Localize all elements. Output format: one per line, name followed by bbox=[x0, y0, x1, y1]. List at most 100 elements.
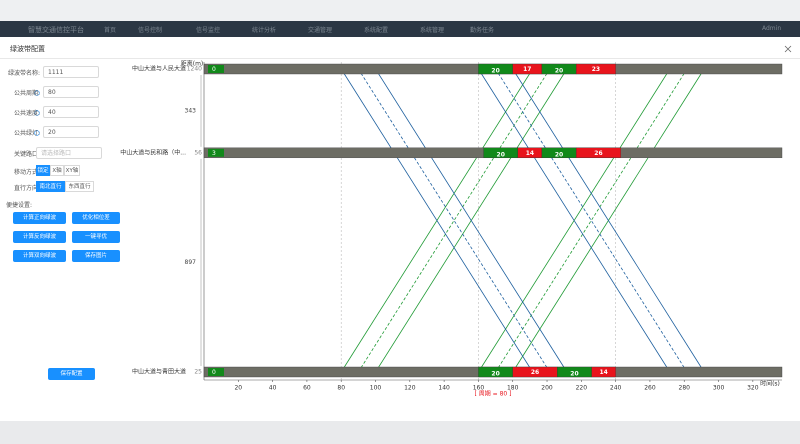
action-button[interactable]: 计算反向绿波 bbox=[13, 231, 66, 243]
x-tick-label: 280 bbox=[679, 385, 691, 392]
x-tick-label: 240 bbox=[610, 385, 622, 392]
field-label: 公共周期: bbox=[13, 90, 40, 97]
action-button[interactable]: 优化相位差 bbox=[72, 212, 120, 224]
offset-label: 0 bbox=[212, 66, 216, 73]
x-tick-label: 320 bbox=[747, 385, 759, 392]
offset-box bbox=[208, 65, 224, 73]
segment-button[interactable]: 东西直行 bbox=[65, 181, 94, 192]
intersection-tag: 56 bbox=[194, 149, 202, 156]
nav-title: 智慧交通信控平台 bbox=[28, 26, 84, 34]
nav-item[interactable]: 勤务任务 bbox=[470, 27, 495, 34]
field-label: 直行方向: bbox=[13, 185, 40, 192]
x-tick-label: 100 bbox=[370, 385, 382, 392]
band-lines bbox=[340, 68, 705, 373]
band-line bbox=[340, 68, 533, 373]
nav-item[interactable]: 交通管理 bbox=[308, 27, 333, 34]
segment-button[interactable]: XY轴 bbox=[64, 165, 80, 176]
segment-button[interactable]: X轴 bbox=[50, 165, 64, 176]
spacing-label: 343 bbox=[185, 107, 197, 114]
x-tick-label: 60 bbox=[303, 385, 311, 392]
band-line bbox=[375, 68, 568, 373]
nav-item[interactable]: 统计分析 bbox=[252, 27, 277, 34]
top-strip bbox=[0, 0, 800, 21]
x-tick-label: 80 bbox=[337, 385, 345, 392]
intersection-tag: 1240 bbox=[187, 66, 202, 73]
phase-label: 20 bbox=[491, 68, 499, 75]
x-tick-label: 180 bbox=[507, 385, 519, 392]
band-line bbox=[495, 68, 688, 373]
phase-label: 20 bbox=[555, 151, 563, 158]
phase-label: 20 bbox=[491, 371, 499, 378]
segment-button[interactable]: 南北直行 bbox=[36, 181, 65, 192]
phase-segment bbox=[576, 63, 616, 75]
offset-label: 3 bbox=[212, 150, 216, 157]
phase-segment bbox=[576, 147, 621, 158]
intersection-name: 中山大道与青田大道 bbox=[132, 368, 186, 376]
cycle-note: [ 周期 = 80 ] bbox=[475, 390, 512, 398]
intersection-tag: 25 bbox=[194, 369, 202, 376]
info-icon bbox=[34, 110, 40, 116]
x-tick-label: 120 bbox=[404, 385, 416, 392]
x-tick-label: 300 bbox=[713, 385, 725, 392]
field-label: 绿波带名称: bbox=[7, 70, 40, 77]
y-axis-label: 距离(m) bbox=[181, 60, 204, 68]
segment-button[interactable]: 锁定 bbox=[36, 165, 50, 176]
action-button[interactable]: 计算正向绿波 bbox=[13, 212, 66, 224]
phase-label: 14 bbox=[526, 150, 534, 157]
x-tick-label: 40 bbox=[269, 385, 277, 392]
field-label: 公共绿灯: bbox=[13, 130, 40, 137]
nav-item[interactable]: 信号监控 bbox=[196, 27, 221, 34]
field-label: 公共速度: bbox=[13, 110, 40, 117]
offset-box bbox=[208, 148, 224, 157]
nav-item[interactable]: 系统配置 bbox=[364, 27, 389, 34]
phase-label: 14 bbox=[599, 369, 607, 376]
save-button[interactable]: 保存配置 bbox=[48, 368, 95, 380]
phase-segment bbox=[591, 366, 616, 378]
x-tick-label: 140 bbox=[438, 385, 450, 392]
phase-label: 23 bbox=[592, 66, 600, 73]
phase-label: 20 bbox=[570, 371, 578, 378]
action-button[interactable]: 一键寻优 bbox=[72, 231, 120, 243]
spacing-label: 897 bbox=[185, 259, 197, 266]
intersection-name: 中山大道与民和路（中... bbox=[120, 148, 186, 156]
info-icon bbox=[34, 130, 40, 136]
field-input[interactable]: 1111 bbox=[43, 66, 99, 78]
x-tick-label: 160 bbox=[473, 385, 485, 392]
nav-user[interactable]: Admin bbox=[762, 25, 782, 32]
field-input[interactable]: 80 bbox=[43, 86, 99, 98]
x-tick-label: 20 bbox=[234, 385, 242, 392]
band-line bbox=[495, 68, 688, 373]
x-tick-label: 220 bbox=[576, 385, 588, 392]
phase-label: 26 bbox=[531, 369, 539, 376]
offset-label: 0 bbox=[212, 369, 216, 376]
select[interactable]: 请选择路口 bbox=[36, 147, 102, 159]
band-line bbox=[512, 68, 705, 373]
phase-label: 26 bbox=[594, 150, 602, 157]
nav-item[interactable]: 信号控制 bbox=[138, 27, 163, 34]
field-input[interactable]: 40 bbox=[43, 106, 99, 118]
nav-item[interactable]: 系统管理 bbox=[420, 27, 445, 34]
field-input[interactable]: 20 bbox=[43, 126, 99, 138]
x-tick-label: 200 bbox=[541, 385, 553, 392]
nav-bar: 智慧交通信控平台 Admin bbox=[0, 21, 800, 37]
phase-label: 17 bbox=[523, 66, 531, 73]
field-label: 关键路口: bbox=[13, 151, 40, 158]
offset-box bbox=[208, 368, 224, 376]
x-tick-label: 260 bbox=[644, 385, 656, 392]
info-icon bbox=[34, 90, 40, 96]
modal-title: 绿波带配置 bbox=[10, 45, 45, 53]
action-button[interactable]: 保存图片 bbox=[72, 250, 120, 262]
header-divider bbox=[0, 58, 800, 59]
field-label: 便捷设置: bbox=[6, 202, 33, 209]
close-button[interactable] bbox=[784, 45, 792, 53]
intersection-name: 中山大道与人民大道 bbox=[132, 65, 186, 73]
phase-label: 20 bbox=[555, 68, 563, 75]
phase-label: 20 bbox=[497, 151, 505, 158]
band-line bbox=[358, 68, 551, 373]
x-axis-label: 时间(s) bbox=[760, 380, 780, 388]
field-label: 移动方式: bbox=[13, 169, 40, 176]
action-button[interactable]: 计算双向绿波 bbox=[13, 250, 66, 262]
nav-item[interactable]: 首页 bbox=[104, 27, 117, 34]
